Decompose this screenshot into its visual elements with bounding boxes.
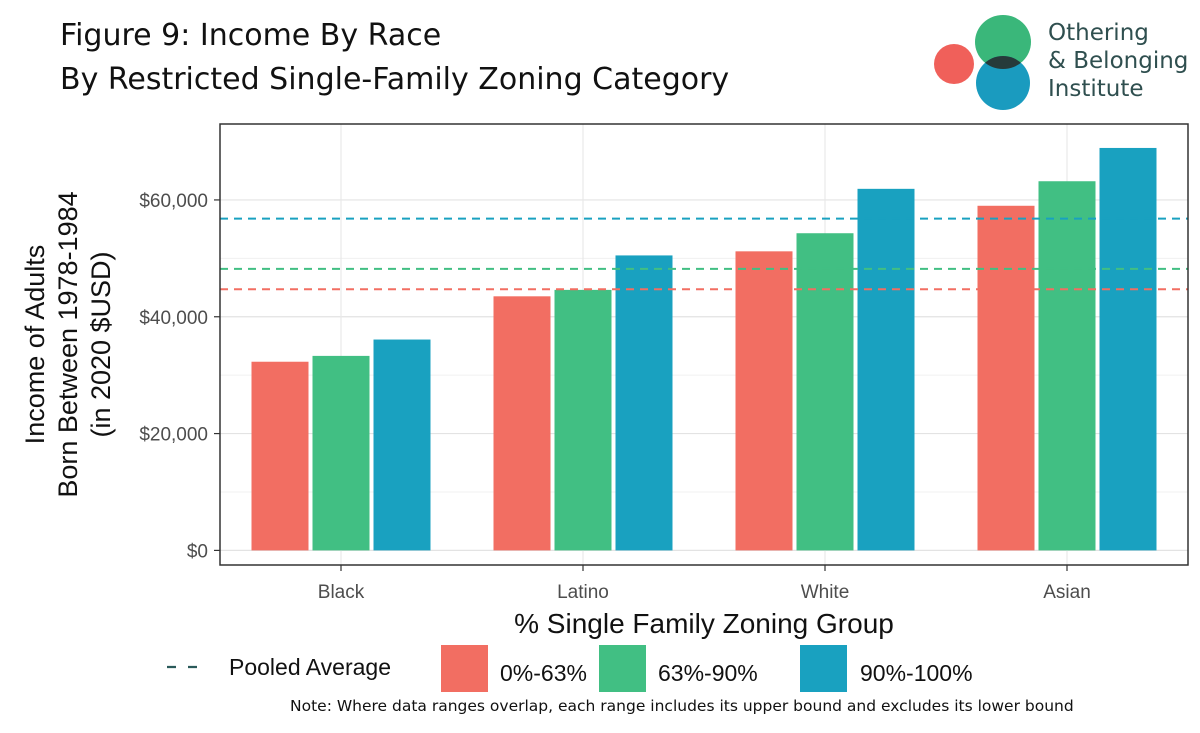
logo-text-line1: Othering bbox=[1048, 20, 1149, 46]
bar-latino-2 bbox=[554, 289, 612, 551]
y-tick-label: $40,000 bbox=[139, 308, 208, 329]
bar-black-2 bbox=[312, 355, 370, 551]
legend-pooled-average-label: Pooled Average bbox=[229, 654, 391, 680]
bar-white-2 bbox=[796, 233, 854, 551]
legend-key-3 bbox=[800, 645, 847, 692]
bar-black-1 bbox=[251, 361, 309, 551]
bar-asian-1 bbox=[977, 205, 1035, 551]
y-tick-label: $20,000 bbox=[139, 425, 208, 446]
x-axis-title: % Single Family Zoning Group bbox=[514, 608, 894, 639]
logo-mark-icon bbox=[934, 15, 1031, 110]
y-axis-title-line: (in 2020 $USD) bbox=[86, 251, 116, 437]
legend-label-2: 63%-90% bbox=[658, 660, 758, 686]
chart-subtitle: By Restricted Single-Family Zoning Categ… bbox=[60, 62, 730, 97]
x-tick-label: Latino bbox=[557, 582, 609, 603]
y-tick-label: $0 bbox=[187, 541, 208, 562]
chart-note: Note: Where data ranges overlap, each ra… bbox=[290, 697, 1074, 715]
logo-text-line3: Institute bbox=[1048, 76, 1144, 102]
chart-title-block: Figure 9: Income By Race By Restricted S… bbox=[60, 14, 729, 102]
legend-key-1 bbox=[441, 645, 488, 692]
x-tick-label: Asian bbox=[1043, 582, 1091, 603]
bar-white-1 bbox=[735, 251, 793, 551]
legend-label-1: 0%-63% bbox=[500, 660, 587, 686]
y-axis-title-line: Born Between 1978-1984 bbox=[53, 191, 83, 497]
y-tick-label: $60,000 bbox=[139, 191, 208, 212]
bar-white-3 bbox=[857, 188, 915, 551]
logo-text-line2: & Belonging bbox=[1048, 48, 1189, 74]
legend-label-3: 90%-100% bbox=[860, 660, 973, 686]
x-tick-label: Black bbox=[318, 582, 365, 603]
bar-latino-1 bbox=[493, 296, 551, 551]
bar-black-3 bbox=[373, 339, 431, 551]
legend-key-2 bbox=[599, 645, 646, 692]
bar-asian-2 bbox=[1038, 181, 1096, 551]
chart-title: Figure 9: Income By Race bbox=[60, 18, 442, 53]
institute-logo: Othering & Belonging Institute bbox=[928, 10, 1190, 114]
x-tick-label: White bbox=[801, 582, 850, 603]
y-axis-title-line: Income of Adults bbox=[20, 245, 50, 445]
bar-latino-3 bbox=[615, 255, 673, 551]
plot-panel-border bbox=[219, 123, 1189, 566]
bar-asian-3 bbox=[1099, 147, 1157, 551]
y-axis-title: Income of Adults Born Between 1978-1984 (i… bbox=[20, 191, 116, 497]
